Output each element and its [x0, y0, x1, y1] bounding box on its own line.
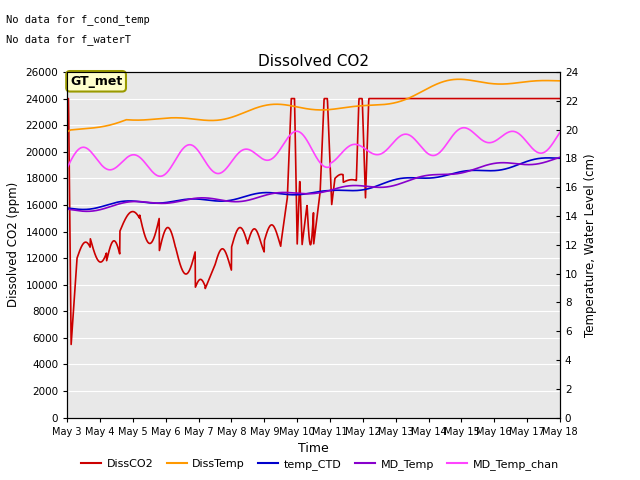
MD_Temp_chan: [542, 148, 550, 154]
temp_CTD: [89, 206, 97, 212]
temp_CTD: [290, 192, 298, 198]
Line: MD_Temp_chan: MD_Temp_chan: [67, 128, 560, 176]
MD_Temp: [63, 206, 71, 212]
Line: temp_CTD: temp_CTD: [67, 158, 560, 209]
MD_Temp_chan: [460, 125, 468, 131]
Line: MD_Temp: MD_Temp: [67, 157, 560, 211]
MD_Temp_chan: [452, 130, 460, 135]
DissCO2: [542, 96, 550, 101]
MD_Temp_chan: [156, 173, 164, 179]
DissTemp: [542, 78, 550, 84]
DissCO2: [89, 244, 97, 250]
MD_Temp: [303, 191, 311, 197]
MD_Temp_chan: [88, 151, 96, 156]
DissTemp: [88, 125, 96, 131]
Y-axis label: Dissolved CO2 (ppm): Dissolved CO2 (ppm): [7, 182, 20, 307]
MD_Temp: [542, 159, 550, 165]
MD_Temp: [542, 159, 550, 165]
temp_CTD: [452, 170, 460, 176]
DissCO2: [63, 96, 71, 101]
MD_Temp_chan: [303, 138, 311, 144]
MD_Temp_chan: [542, 148, 550, 154]
DissTemp: [290, 103, 298, 109]
DissTemp: [455, 76, 463, 82]
MD_Temp_chan: [556, 130, 564, 135]
MD_Temp: [89, 208, 97, 214]
temp_CTD: [556, 156, 564, 161]
temp_CTD: [79, 206, 87, 212]
DissTemp: [556, 78, 564, 84]
DissCO2: [452, 96, 460, 101]
Y-axis label: Temperature, Water Level (cm): Temperature, Water Level (cm): [584, 153, 596, 336]
DissCO2: [303, 203, 311, 208]
Legend: DissCO2, DissTemp, temp_CTD, MD_Temp, MD_Temp_chan: DissCO2, DissTemp, temp_CTD, MD_Temp, MD…: [77, 455, 563, 474]
DissCO2: [556, 96, 564, 101]
DissCO2: [67, 342, 75, 348]
MD_Temp: [83, 208, 91, 214]
X-axis label: Time: Time: [298, 442, 329, 455]
Text: GT_met: GT_met: [70, 75, 122, 88]
temp_CTD: [544, 155, 552, 161]
temp_CTD: [542, 155, 550, 161]
DissCO2: [542, 96, 550, 101]
MD_Temp_chan: [63, 165, 71, 170]
Line: DissCO2: DissCO2: [67, 98, 560, 345]
Line: DissTemp: DissTemp: [67, 79, 560, 132]
temp_CTD: [303, 191, 311, 196]
DissTemp: [542, 78, 550, 84]
MD_Temp: [452, 171, 460, 177]
DissTemp: [63, 129, 71, 135]
temp_CTD: [63, 205, 71, 211]
Text: No data for f_waterT: No data for f_waterT: [6, 34, 131, 45]
DissCO2: [290, 96, 298, 101]
DissTemp: [303, 106, 310, 112]
temp_CTD: [542, 155, 550, 161]
MD_Temp: [290, 190, 298, 196]
MD_Temp_chan: [290, 129, 298, 135]
Text: No data for f_cond_temp: No data for f_cond_temp: [6, 14, 150, 25]
MD_Temp: [556, 155, 564, 160]
DissTemp: [451, 76, 459, 82]
Title: Dissolved CO2: Dissolved CO2: [258, 54, 369, 70]
